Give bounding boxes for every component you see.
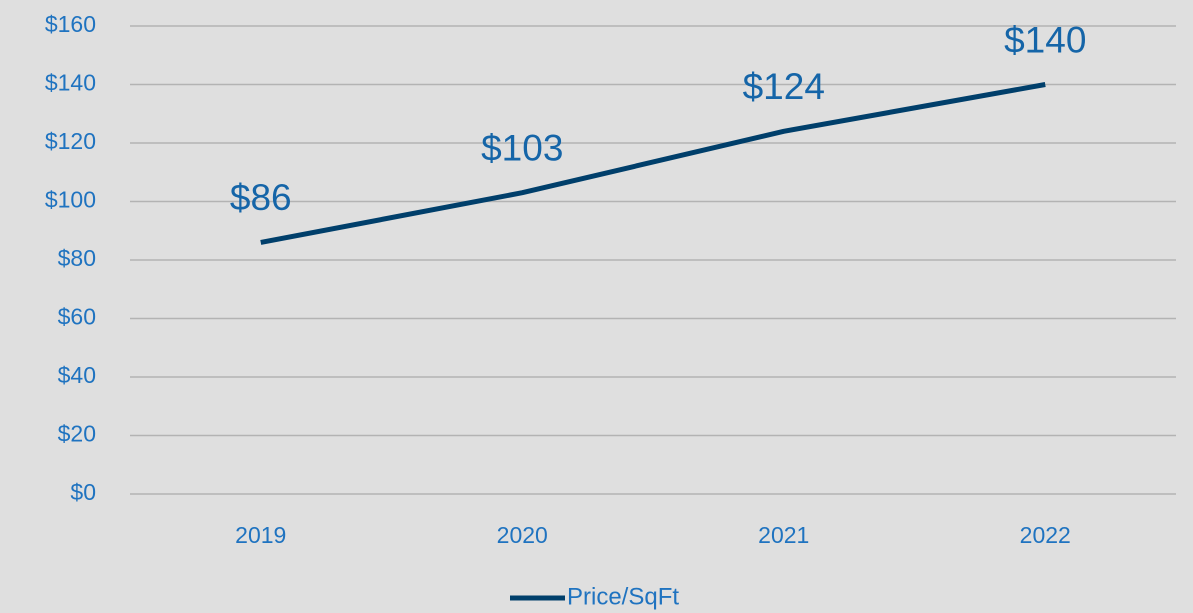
y-tick-label: $40 [58,362,96,388]
x-tick-label: 2019 [235,522,286,548]
y-tick-label: $80 [58,245,96,271]
line [260,82,1046,245]
y-tick-label: $120 [45,128,96,154]
y-tick-label: $100 [45,187,96,213]
y-tick-label: $60 [58,304,96,330]
data-label: $86 [230,177,292,218]
y-tick-label: $160 [45,11,96,37]
data-label: $140 [1004,19,1086,60]
data-label: $103 [481,128,563,169]
legend-label: Price/SqFt [567,583,679,610]
x-tick-label: 2020 [497,522,548,548]
y-tick-label: $20 [58,421,96,447]
y-tick-label: $0 [70,479,96,505]
x-tick-label: 2021 [758,522,809,548]
data-label: $124 [743,66,825,107]
y-tick-label: $140 [45,70,96,96]
x-tick-label: 2022 [1020,522,1071,548]
